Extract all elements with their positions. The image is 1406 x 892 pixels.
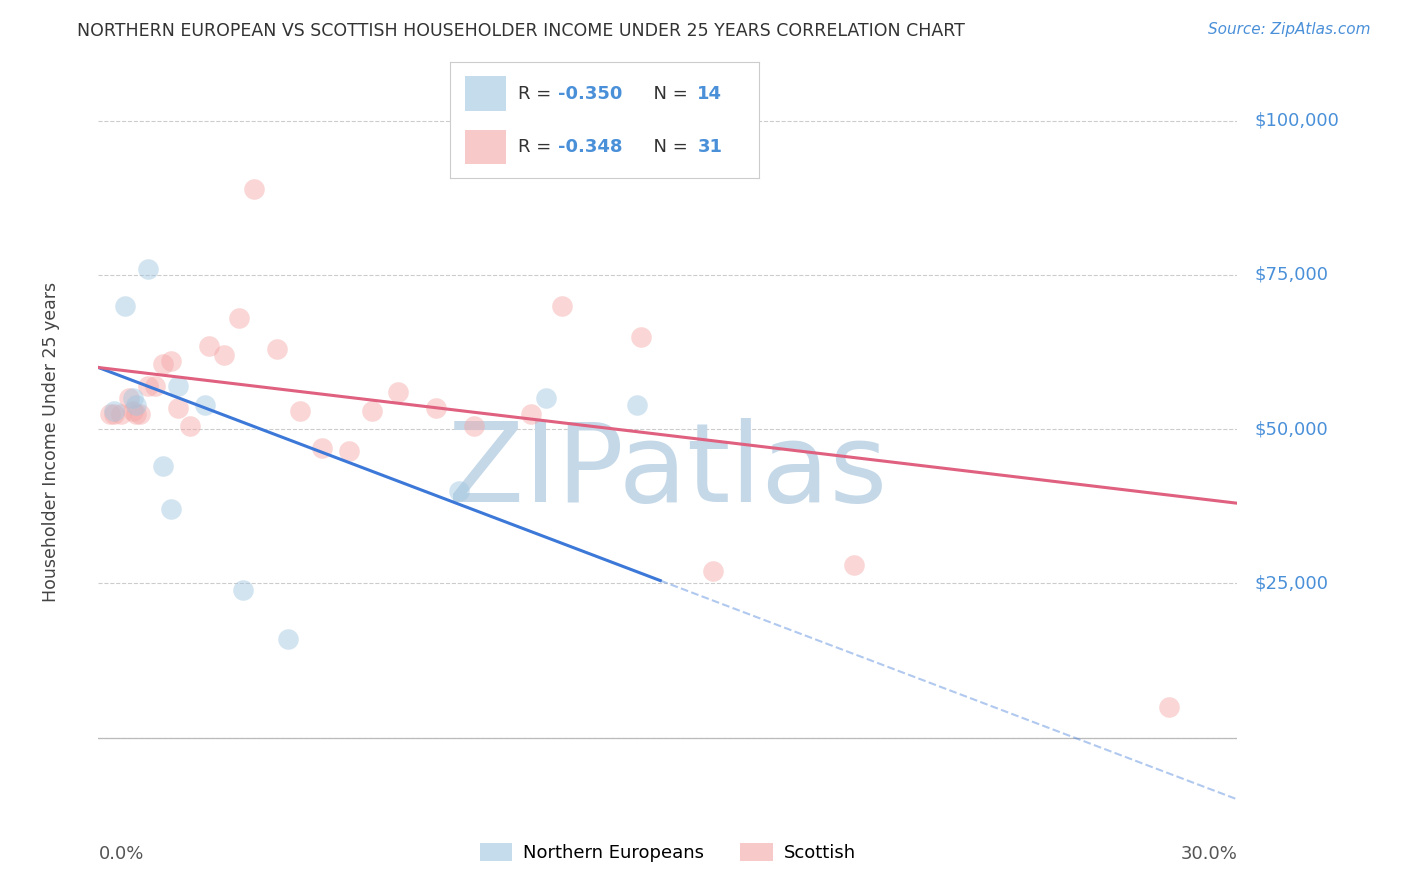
Point [98, 407, 121, 421]
Point [360, 403, 382, 417]
Point [266, 342, 288, 356]
Point [152, 358, 174, 372]
Text: NORTHERN EUROPEAN VS SCOTTISH HOUSEHOLDER INCOME UNDER 25 YEARS CORRELATION CHAR: NORTHERN EUROPEAN VS SCOTTISH HOUSEHOLDE… [77, 22, 965, 40]
Point [129, 407, 152, 421]
Point [197, 339, 219, 353]
Point [136, 261, 159, 276]
Text: $75,000: $75,000 [1254, 266, 1329, 284]
Point [536, 392, 558, 406]
Point [125, 398, 148, 412]
Point [337, 443, 360, 458]
Point [118, 392, 141, 406]
Bar [465, 77, 506, 112]
Text: N =: N = [641, 85, 693, 103]
Text: Householder Income Under 25 years: Householder Income Under 25 years [42, 282, 59, 601]
Point [425, 401, 447, 415]
Point [288, 403, 311, 417]
Point [121, 403, 143, 417]
Text: 30.0%: 30.0% [1181, 845, 1237, 863]
Text: -0.350: -0.350 [558, 85, 623, 103]
Text: -0.348: -0.348 [558, 138, 623, 156]
Point [630, 329, 652, 343]
Point [277, 632, 299, 646]
Point [1157, 699, 1180, 714]
Point [212, 348, 235, 362]
Point [702, 564, 724, 578]
Point [194, 398, 217, 412]
Point [114, 299, 136, 313]
Text: R =: R = [517, 85, 557, 103]
Text: N =: N = [641, 138, 693, 156]
Text: R =: R = [517, 138, 557, 156]
Text: $25,000: $25,000 [1254, 574, 1329, 592]
Legend: Northern Europeans, Scottish: Northern Europeans, Scottish [472, 836, 863, 870]
Text: $50,000: $50,000 [1254, 420, 1329, 438]
Point [103, 407, 125, 421]
Point [449, 483, 471, 498]
Text: $100,000: $100,000 [1254, 112, 1340, 129]
Point [228, 311, 250, 326]
Point [159, 354, 181, 368]
Point [136, 379, 159, 393]
Point [232, 582, 254, 597]
Text: Source: ZipAtlas.com: Source: ZipAtlas.com [1208, 22, 1371, 37]
Point [842, 558, 865, 572]
Point [179, 419, 201, 434]
Point [520, 407, 543, 421]
Point [125, 407, 148, 421]
Point [387, 385, 409, 400]
Point [550, 299, 572, 313]
Point [103, 403, 125, 417]
Point [110, 407, 132, 421]
Text: 14: 14 [697, 85, 723, 103]
Bar [465, 129, 506, 164]
Point [243, 181, 266, 195]
Point [159, 502, 181, 516]
Point [311, 441, 333, 455]
Point [626, 398, 648, 412]
Text: 31: 31 [697, 138, 723, 156]
Point [167, 401, 190, 415]
Point [121, 392, 143, 406]
Point [145, 379, 167, 393]
Text: ZIPatlas: ZIPatlas [449, 417, 887, 524]
Point [167, 379, 190, 393]
Point [463, 419, 485, 434]
Point [152, 459, 174, 474]
Text: 0.0%: 0.0% [98, 845, 143, 863]
